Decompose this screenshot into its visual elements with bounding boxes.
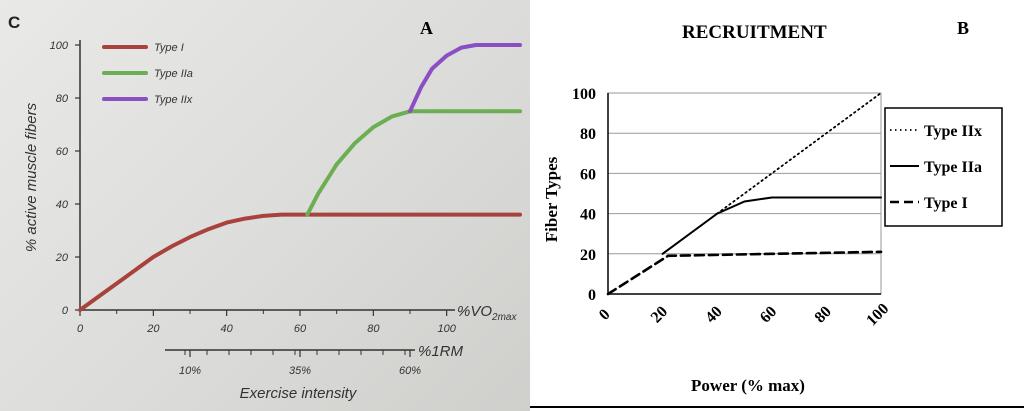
chart-b: RECRUITMENT B 00 20 20 40 40 60 60 80 80 100 100 Fibe… [530,18,1024,408]
y-axis-label: % active muscle fibers [23,102,40,252]
secondary-tick-label: 60% [399,365,421,377]
legend-label: Type IIx [154,94,193,106]
series-line-type-iix [716,92,882,215]
y-tick-label: 60 [56,146,69,158]
x-axis-label-main: %VO [457,303,492,320]
series-line-type-iix [408,43,522,114]
y-axis-label: Fiber Types [542,156,561,242]
series-line-type-i [606,250,883,296]
secondary-tick-label: 10% [179,365,201,377]
x-tick-label: 40 [702,303,725,326]
panel-tag: C [8,13,20,32]
y-tick-label: 80 [580,126,596,143]
y-tick-label: 40 [56,199,69,211]
x-axis-label: %VO2max [457,303,517,323]
series-line-type-i [78,212,522,312]
legend-label: Type I [154,42,184,54]
bottom-caption: Exercise intensity [240,385,358,402]
y-tick-label: 20 [580,247,596,264]
x-tick-label: 0 [596,306,614,324]
y-tick-label: 0 [62,305,69,317]
y-tick-label: 40 [580,207,596,224]
x-tick-label: 60 [294,323,307,335]
y-tick-label: 80 [56,93,69,105]
y-tick-label: 100 [50,40,69,52]
x-tick-label: 20 [648,303,671,326]
secondary-tick-label: 35% [289,365,311,377]
x-tick-label: 80 [812,303,835,326]
x-tick-label: 20 [146,323,160,335]
series-line-type-iia [661,196,882,255]
figure-label-b: B [957,18,969,38]
x-tick-label: 0 [77,323,84,335]
legend-label: Type IIa [924,159,982,176]
legend-label: Type I [924,195,968,212]
y-tick-label: 60 [580,166,596,183]
legend-label: Type IIx [924,123,982,140]
y-tick-label: 0 [588,287,596,304]
series-line-type-iia [305,109,522,217]
x-tick-label: 60 [757,303,780,326]
x-tick-label: 100 [863,300,892,329]
secondary-axis-label: %1RM [418,343,464,360]
plot-frame [607,92,882,295]
chart-title: RECRUITMENT [682,22,827,43]
x-tick-label: 80 [367,323,380,335]
x-tick-label: 40 [221,323,234,335]
x-axis-label-sub: 2max [491,312,517,323]
x-axis-label: Power (% max) [691,376,805,395]
figure-label-a: A [420,18,433,38]
y-tick-label: 100 [572,86,596,103]
y-tick-label: 20 [55,252,69,264]
chart-b-panel: RECRUITMENT B 0 0 20 20 40 40 60 60 80 80 100 100 Fibe… [530,0,1024,411]
chart-a-panel: C A 0 20 40 60 80 100 0 20 40 60 80 100 %VO2max% activ… [0,0,530,411]
x-tick-label: 100 [437,323,456,335]
legend-label: Type IIa [154,68,193,80]
